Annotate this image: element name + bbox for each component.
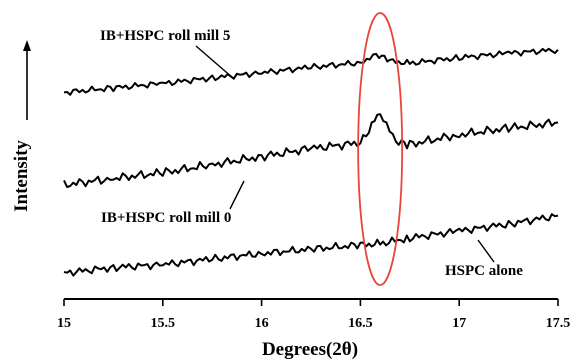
y-axis-title: Intensity — [11, 140, 32, 212]
series-label-roll-mill-5: IB+HSPC roll mill 5 — [100, 28, 230, 44]
series-line — [63, 113, 559, 188]
series-layer — [63, 47, 559, 277]
leader-line-hspc-alone — [477, 239, 495, 263]
x-axis-tick-labels: 15 15.5 16 16.5 17 17.5 — [57, 316, 570, 331]
peak-highlight-ellipse — [357, 12, 404, 286]
series-label-hspc-alone: HSPC alone — [445, 263, 523, 279]
x-axis-ticks — [63, 299, 559, 306]
x-tick-label: 16.5 — [348, 316, 373, 331]
leader-line-roll-mill-0 — [229, 180, 245, 210]
series-label-roll-mill-0: IB+HSPC roll mill 0 — [101, 210, 231, 226]
x-tick-label: 16 — [255, 316, 269, 331]
x-tick-label: 15 — [57, 316, 71, 331]
leader-line-roll-mill-5 — [195, 45, 234, 79]
x-tick-label: 17.5 — [546, 316, 571, 331]
series-line — [63, 213, 559, 277]
x-axis-title: Degrees(2θ) — [262, 339, 358, 360]
up-arrow-icon — [23, 40, 31, 51]
x-tick-label: 17 — [452, 316, 466, 331]
series-line — [63, 47, 559, 96]
x-tick-label: 15.5 — [151, 316, 176, 331]
